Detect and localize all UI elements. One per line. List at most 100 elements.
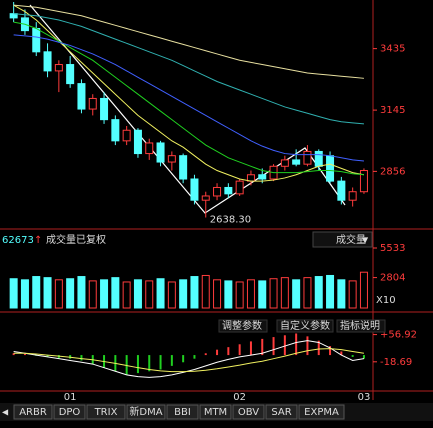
x-tick-label: 02	[233, 392, 246, 403]
volume-bar	[122, 281, 131, 309]
volume-bar	[77, 276, 86, 309]
volume-unit: X10	[376, 295, 396, 306]
volume-bar	[235, 281, 244, 309]
volume-bar	[201, 274, 210, 309]
indicator-tab[interactable]	[13, 404, 53, 420]
indicator-tab-label[interactable]: MTM	[204, 407, 227, 418]
param-button[interactable]	[276, 319, 334, 333]
y-tick-label: 3145	[380, 105, 405, 116]
candle-body	[314, 150, 323, 167]
volume-bar	[314, 276, 323, 309]
candle-body	[224, 186, 233, 195]
candle-body	[258, 174, 267, 180]
indicator-tab-label[interactable]: TRIX	[94, 407, 118, 418]
selector-box[interactable]	[312, 231, 373, 248]
param-button-label[interactable]: 指标说明	[340, 319, 380, 332]
volume-bar	[156, 278, 165, 309]
candle-body	[133, 129, 142, 155]
indicator-tab[interactable]	[265, 404, 298, 420]
candle-body	[303, 150, 312, 165]
candle-body	[348, 191, 357, 201]
volume-title: 成交量已复权	[46, 233, 106, 246]
candle-body	[235, 180, 244, 195]
volume-bar	[167, 281, 176, 309]
candle-body	[213, 186, 222, 197]
candle-body	[100, 97, 109, 121]
volume-bar	[133, 279, 142, 309]
indicator-tab-label[interactable]: SAR	[271, 407, 291, 418]
param-button-label[interactable]: 调整参数	[222, 319, 262, 332]
candle-body	[77, 83, 86, 110]
volume-bar	[9, 278, 18, 309]
indicator-tab[interactable]	[298, 404, 345, 420]
indicator-tab[interactable]	[53, 404, 86, 420]
y-tick-label: 5533	[380, 243, 405, 254]
volume-bar	[246, 279, 255, 309]
candle-body	[359, 170, 368, 193]
volume-header-value: 62673	[2, 235, 34, 246]
candle-body	[54, 64, 63, 72]
candle-body	[201, 195, 210, 201]
y-tick-label: +56.92	[380, 330, 417, 341]
candle-body	[190, 178, 199, 201]
candle-body	[167, 155, 176, 163]
volume-bar	[326, 274, 335, 309]
indicator-line	[13, 348, 365, 373]
indicator-tab[interactable]	[199, 404, 232, 420]
indicator-line	[13, 4, 365, 182]
indicator-tab[interactable]	[126, 404, 166, 420]
arrow-icon: ↑	[34, 235, 42, 246]
param-button-label[interactable]: 自定义参数	[280, 319, 330, 332]
candle-body	[43, 51, 52, 72]
indicator-tab-label[interactable]: 新DMA	[129, 405, 162, 418]
candle-body	[66, 64, 75, 85]
indicator-tab-label[interactable]: BBI	[174, 407, 191, 418]
indicator-line	[13, 34, 364, 162]
indicator-tab-label[interactable]: EXPMA	[304, 407, 339, 418]
indicator-line	[13, 340, 365, 378]
volume-bar	[66, 278, 75, 309]
y-tick-label: 2804	[380, 273, 405, 284]
volume-bar	[348, 280, 357, 309]
volume-bar	[224, 280, 233, 309]
volume-bar	[190, 276, 199, 309]
indicator-tab[interactable]	[86, 404, 126, 420]
scroll-left[interactable]: ◀	[2, 408, 9, 417]
indicator-line	[13, 4, 364, 79]
volume-bar	[303, 277, 312, 309]
x-tick-label: 01	[64, 392, 77, 403]
trend-line	[29, 4, 346, 214]
indicator-tab[interactable]	[166, 404, 199, 420]
volume-bar	[145, 280, 154, 309]
volume-bar	[54, 279, 63, 309]
volume-bar	[280, 277, 289, 309]
volume-bar	[269, 278, 278, 309]
volume-bar	[43, 277, 52, 309]
indicator-selector[interactable]: 成交量 ▼	[312, 231, 373, 248]
candle-body	[179, 155, 188, 180]
x-tick-label: 03	[358, 392, 371, 403]
indicator-tab[interactable]	[232, 404, 265, 420]
indicator-tab-label[interactable]: ARBR	[19, 407, 47, 418]
volume-bar	[258, 280, 267, 309]
candle-body	[337, 180, 346, 201]
param-button[interactable]	[336, 319, 386, 333]
indicator-tab-label[interactable]: DPO	[59, 407, 81, 418]
indicator-line	[13, 13, 364, 125]
volume-bar	[111, 277, 120, 309]
volume-bar	[20, 279, 29, 309]
candle-body	[111, 119, 120, 142]
selector-label[interactable]: 成交量	[336, 233, 366, 246]
indicator-line	[13, 21, 364, 176]
volume-bar	[100, 279, 109, 309]
candle-body	[292, 159, 301, 165]
dropdown-arrow[interactable]: ▼	[362, 236, 369, 245]
candle-body	[32, 27, 41, 53]
param-button[interactable]	[218, 319, 268, 333]
candle-body	[280, 159, 289, 167]
indicator-tab-label[interactable]: OBV	[238, 407, 259, 418]
candle-body	[156, 142, 165, 163]
candle-body	[122, 129, 131, 142]
candle-body	[326, 155, 335, 182]
volume-bar	[88, 280, 97, 309]
